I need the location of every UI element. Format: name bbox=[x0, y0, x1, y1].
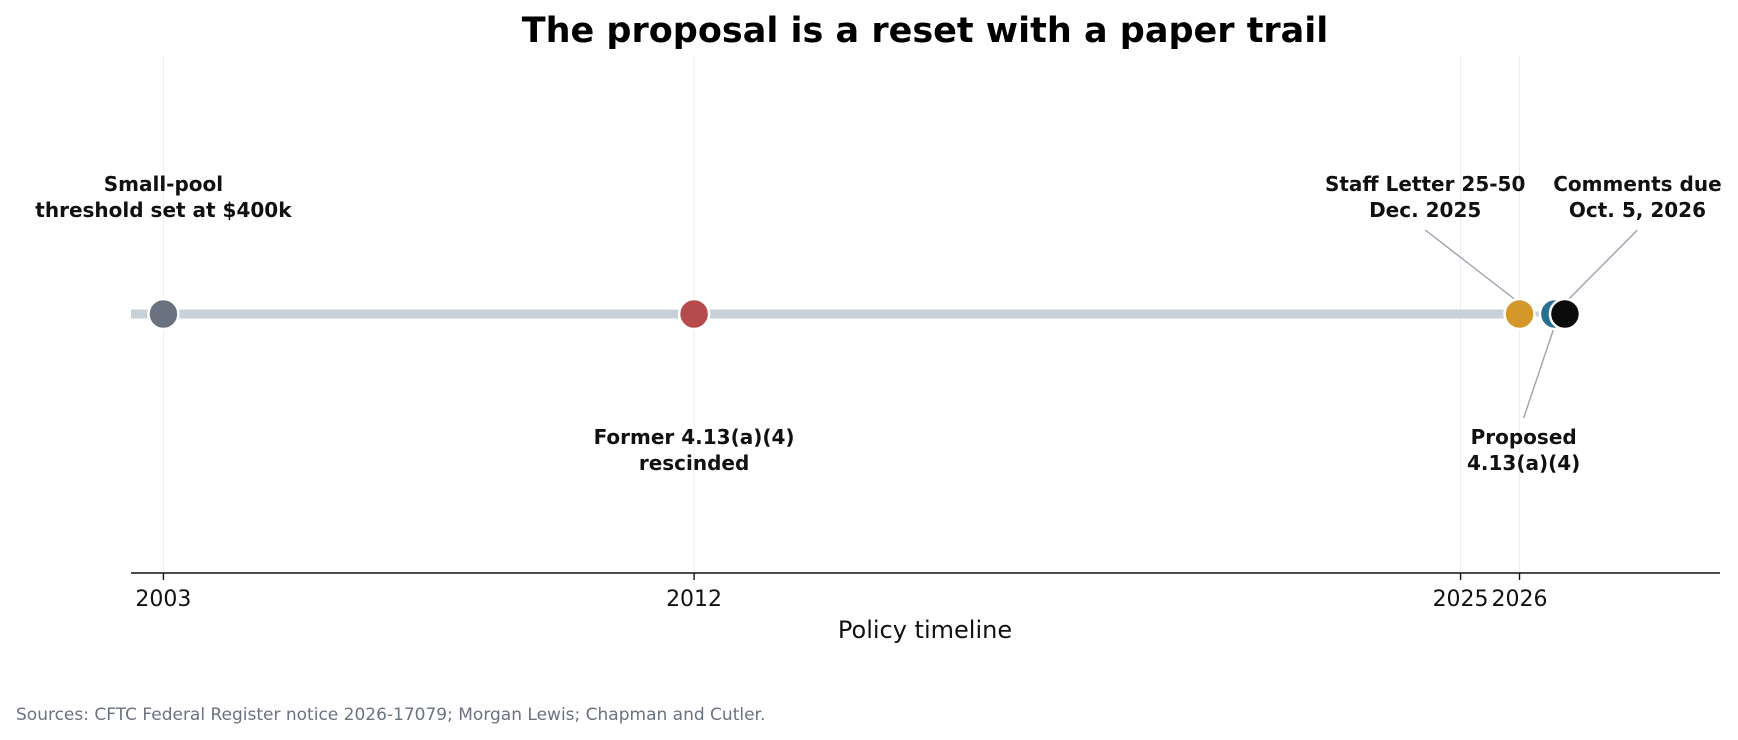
event-label-staff-letter: Dec. 2025 bbox=[1369, 198, 1481, 222]
event-label-small-pool: Small-pool bbox=[104, 172, 223, 196]
x-tick-label-2012: 2012 bbox=[666, 587, 722, 612]
source-note: Sources: CFTC Federal Register notice 20… bbox=[16, 705, 765, 725]
leader-line-comments-due bbox=[1564, 229, 1638, 304]
event-label-small-pool: threshold set at $400k bbox=[35, 198, 292, 222]
event-markers bbox=[147, 297, 1582, 331]
event-label-rescinded: Former 4.13(a)(4) bbox=[594, 425, 795, 449]
x-axis-title: Policy timeline bbox=[838, 616, 1012, 644]
event-label-proposed: 4.13(a)(4) bbox=[1467, 451, 1580, 475]
event-marker-comments-due bbox=[1548, 297, 1582, 331]
x-tick-label-2026: 2026 bbox=[1492, 587, 1548, 612]
event-marker-rescinded bbox=[677, 297, 711, 331]
leader-lines bbox=[1424, 229, 1638, 419]
x-axis-ticks: 2003 2012 2025 2026 bbox=[135, 573, 1548, 612]
x-tick-label-2025: 2025 bbox=[1433, 587, 1489, 612]
event-marker-staff-letter bbox=[1503, 297, 1536, 331]
event-marker-small-pool bbox=[147, 297, 180, 331]
event-label-comments-due: Comments due bbox=[1553, 172, 1721, 196]
event-label-proposed: Proposed bbox=[1471, 425, 1577, 449]
x-tick-label-2003: 2003 bbox=[135, 587, 191, 612]
chart-title: The proposal is a reset with a paper tra… bbox=[522, 11, 1329, 51]
leader-line-staff-letter bbox=[1424, 229, 1520, 304]
event-label-rescinded: rescinded bbox=[639, 451, 749, 475]
event-label-staff-letter: Staff Letter 25-50 bbox=[1325, 172, 1525, 196]
event-label-comments-due: Oct. 5, 2026 bbox=[1569, 198, 1706, 222]
leader-line-proposed bbox=[1522, 324, 1556, 419]
